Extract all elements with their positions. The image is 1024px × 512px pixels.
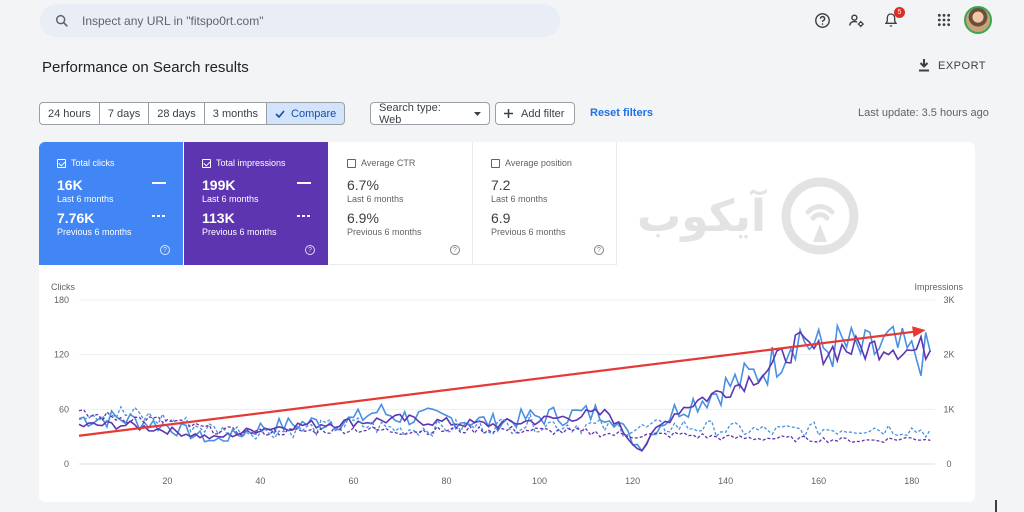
metric-label: Average position: [505, 158, 572, 168]
x-axis-tick-label: 180: [904, 476, 919, 486]
metric-previous-value: 6.9%: [347, 210, 379, 226]
trend-arrow-line: [78, 330, 916, 437]
left-axis-tick-label: 180: [54, 295, 69, 305]
range-28-days[interactable]: 28 days: [149, 102, 205, 125]
left-axis-tick-label: 0: [64, 459, 69, 469]
metric-previous-period: Previous 6 months: [202, 227, 277, 237]
x-axis-tick-label: 120: [625, 476, 640, 486]
checkbox-unchecked-icon[interactable]: [347, 158, 356, 168]
range-3-months[interactable]: 3 months: [204, 102, 268, 125]
dropdown-arrow-icon: [474, 111, 481, 116]
apps-grid-icon[interactable]: [934, 10, 954, 30]
metric-value: 6.7%: [347, 177, 379, 193]
metric-previous-value: 7.76K: [57, 210, 95, 226]
metric-period: Last 6 months: [347, 194, 404, 204]
search-type-dropdown[interactable]: Search type: Web: [370, 101, 490, 126]
metric-value: 7.2: [491, 177, 511, 193]
help-icon[interactable]: ?: [594, 245, 604, 255]
scrollbar-handle[interactable]: [995, 500, 997, 512]
metric-period: Last 6 months: [202, 194, 259, 204]
metric-previous-value: 113K: [202, 210, 235, 226]
help-icon[interactable]: [812, 10, 832, 30]
metric-period: Last 6 months: [57, 194, 114, 204]
help-icon[interactable]: ?: [305, 245, 315, 255]
metric-label: Total clicks: [71, 158, 115, 168]
watermark-logo: آیکوب: [637, 176, 860, 256]
series-line-impressions-current: [78, 331, 932, 452]
x-axis-tick-label: 80: [442, 476, 452, 486]
wifi-pin-icon: [781, 177, 859, 255]
series-line-clicks-previous: [78, 405, 931, 440]
help-icon[interactable]: ?: [160, 245, 170, 255]
url-inspect-search[interactable]: [40, 4, 560, 37]
solid-line-legend-icon: [152, 182, 166, 184]
compare-button[interactable]: Compare: [267, 102, 346, 125]
dashed-line-legend-icon: [297, 215, 311, 217]
checkbox-unchecked-icon[interactable]: [491, 158, 500, 168]
x-axis-tick-label: 40: [255, 476, 265, 486]
solid-line-legend-icon: [297, 182, 311, 184]
plus-icon: [504, 109, 513, 118]
add-filter-label: Add filter: [521, 107, 565, 120]
x-axis-tick-label: 140: [718, 476, 733, 486]
export-button[interactable]: EXPORT: [918, 59, 986, 72]
download-icon: [919, 59, 929, 72]
checkbox-checked-icon[interactable]: [57, 158, 66, 168]
range-24-hours[interactable]: 24 hours: [39, 102, 100, 125]
series-line-impressions-previous: [78, 409, 931, 444]
x-axis-tick-label: 20: [162, 476, 172, 486]
chart-lines: [78, 322, 932, 453]
performance-card: Total clicks 16K Last 6 months 7.76K Pre…: [39, 142, 975, 502]
metric-label: Average CTR: [361, 158, 416, 168]
left-axis-label: Clicks: [51, 282, 75, 292]
help-icon[interactable]: ?: [450, 245, 460, 255]
watermark-text: آیکوب: [637, 190, 766, 242]
compare-label: Compare: [291, 107, 337, 120]
left-axis-tick-label: 60: [59, 404, 69, 414]
metric-label: Total impressions: [216, 158, 286, 168]
top-bar: 5: [0, 0, 1024, 44]
check-icon: [275, 109, 285, 118]
metric-previous-value: 6.9: [491, 210, 511, 226]
metric-previous-period: Previous 6 months: [491, 227, 566, 237]
export-label: EXPORT: [938, 59, 987, 72]
right-axis-tick-label: 0: [946, 459, 951, 469]
metric-previous-period: Previous 6 months: [347, 227, 422, 237]
right-axis-label: Impressions: [914, 282, 963, 292]
search-icon: [55, 14, 68, 27]
metric-total-clicks[interactable]: Total clicks 16K Last 6 months 7.76K Pre…: [39, 142, 183, 265]
left-axis-tick-label: 120: [54, 350, 69, 360]
notifications-icon[interactable]: 5: [881, 7, 905, 30]
user-settings-icon[interactable]: [846, 10, 866, 30]
notification-badge: 5: [894, 7, 905, 18]
metric-average-position[interactable]: Average position 7.2 Last 6 months 6.9 P…: [473, 142, 617, 265]
metric-previous-period: Previous 6 months: [57, 227, 132, 237]
account-avatar[interactable]: [964, 6, 992, 34]
checkbox-checked-icon[interactable]: [202, 158, 211, 168]
reset-filters-link[interactable]: Reset filters: [590, 107, 653, 119]
metric-value: 199K: [202, 177, 236, 193]
x-axis-tick-label: 60: [348, 476, 358, 486]
chart-axis-labels: 0 60 120 180 0 1K 2K 3K 20 40 60 80 100 120 140 160 180 C…: [51, 282, 964, 486]
metric-period: Last 6 months: [491, 194, 548, 204]
metric-value: 16K: [57, 177, 83, 193]
x-axis-tick-label: 100: [532, 476, 547, 486]
metric-total-impressions[interactable]: Total impressions 199K Last 6 months 113…: [184, 142, 328, 265]
search-input[interactable]: [82, 13, 522, 28]
dashed-line-legend-icon: [152, 215, 166, 217]
right-axis-tick-label: 1K: [943, 404, 954, 414]
right-axis-tick-label: 3K: [943, 295, 954, 305]
add-filter-button[interactable]: Add filter: [495, 102, 575, 125]
x-axis-tick-label: 160: [811, 476, 826, 486]
right-axis-tick-label: 2K: [943, 350, 954, 360]
page-title: Performance on Search results: [42, 59, 249, 76]
performance-chart: 0 60 120 180 0 1K 2K 3K 20 40 60 80 100 120 140 160 180 C…: [51, 282, 964, 486]
metric-average-ctr[interactable]: Average CTR 6.7% Last 6 months 6.9% Prev…: [329, 142, 473, 265]
search-type-label: Search type: Web: [379, 101, 441, 126]
trend-arrow-head-icon: [912, 326, 926, 338]
last-update-text: Last update: 3.5 hours ago: [858, 107, 989, 119]
date-range-selector: 24 hours 7 days 28 days 3 months Compare: [39, 102, 346, 125]
range-7-days[interactable]: 7 days: [99, 102, 150, 125]
